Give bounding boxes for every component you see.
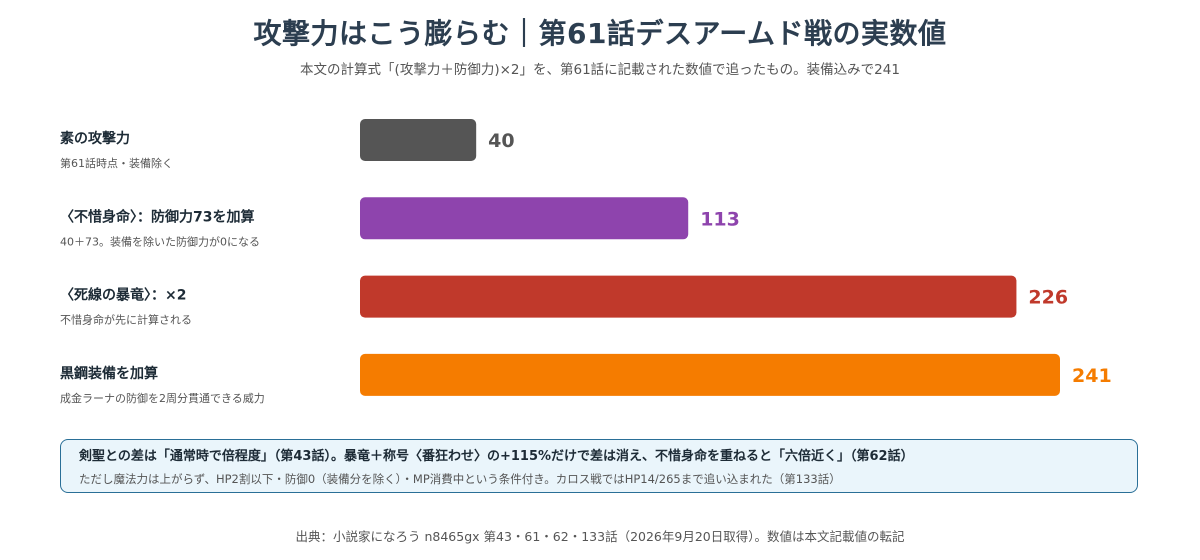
bar [360, 275, 1017, 318]
bar [360, 119, 477, 161]
category-note: 成金ラーナの防御を2周分貫通できる威力 [60, 391, 265, 405]
note-main-text: 剣聖との差は「通常時で倍程度」（第43話）。暴竜＋称号〈番狂わせ〉の+115%だ… [79, 449, 914, 464]
value-label: 226 [1028, 287, 1068, 309]
value-label: 113 [700, 208, 740, 230]
category-label: 黒鋼装備を加算 [60, 365, 158, 382]
bar [360, 197, 689, 240]
source-citation: 出典：小説家になろう n8465gx 第43・61・62・133話（2026年9… [295, 529, 905, 544]
value-label: 40 [488, 130, 514, 152]
category-label: 〈死線の暴竜〉：×2 [60, 287, 186, 304]
category-note: 不惜身命が先に計算される [60, 313, 192, 327]
chart-title: 攻撃力はこう膨らむ｜第61話デスアームド戦の実数値 [253, 17, 947, 50]
bar [360, 353, 1060, 396]
category-label: 〈不惜身命〉：防御力73を加算 [60, 208, 254, 225]
category-label: 素の攻撃力 [60, 130, 130, 147]
chart-subtitle: 本文の計算式「(攻撃力＋防御力)×2」を、第61話に記載された数値で追ったもの。… [300, 62, 900, 78]
value-label: 241 [1072, 365, 1112, 387]
category-note: 40＋73。装備を除いた防御力が0になる [60, 234, 260, 248]
note-sub-text: ただし魔法力は上がらず、HP2割以下・防御0（装備分を除く）・MP消費中という条… [79, 472, 841, 486]
note-box: 剣聖との差は「通常時で倍程度」（第43話）。暴竜＋称号〈番狂わせ〉の+115%だ… [60, 439, 1138, 493]
category-note: 第61話時点・装備除く [60, 156, 173, 170]
